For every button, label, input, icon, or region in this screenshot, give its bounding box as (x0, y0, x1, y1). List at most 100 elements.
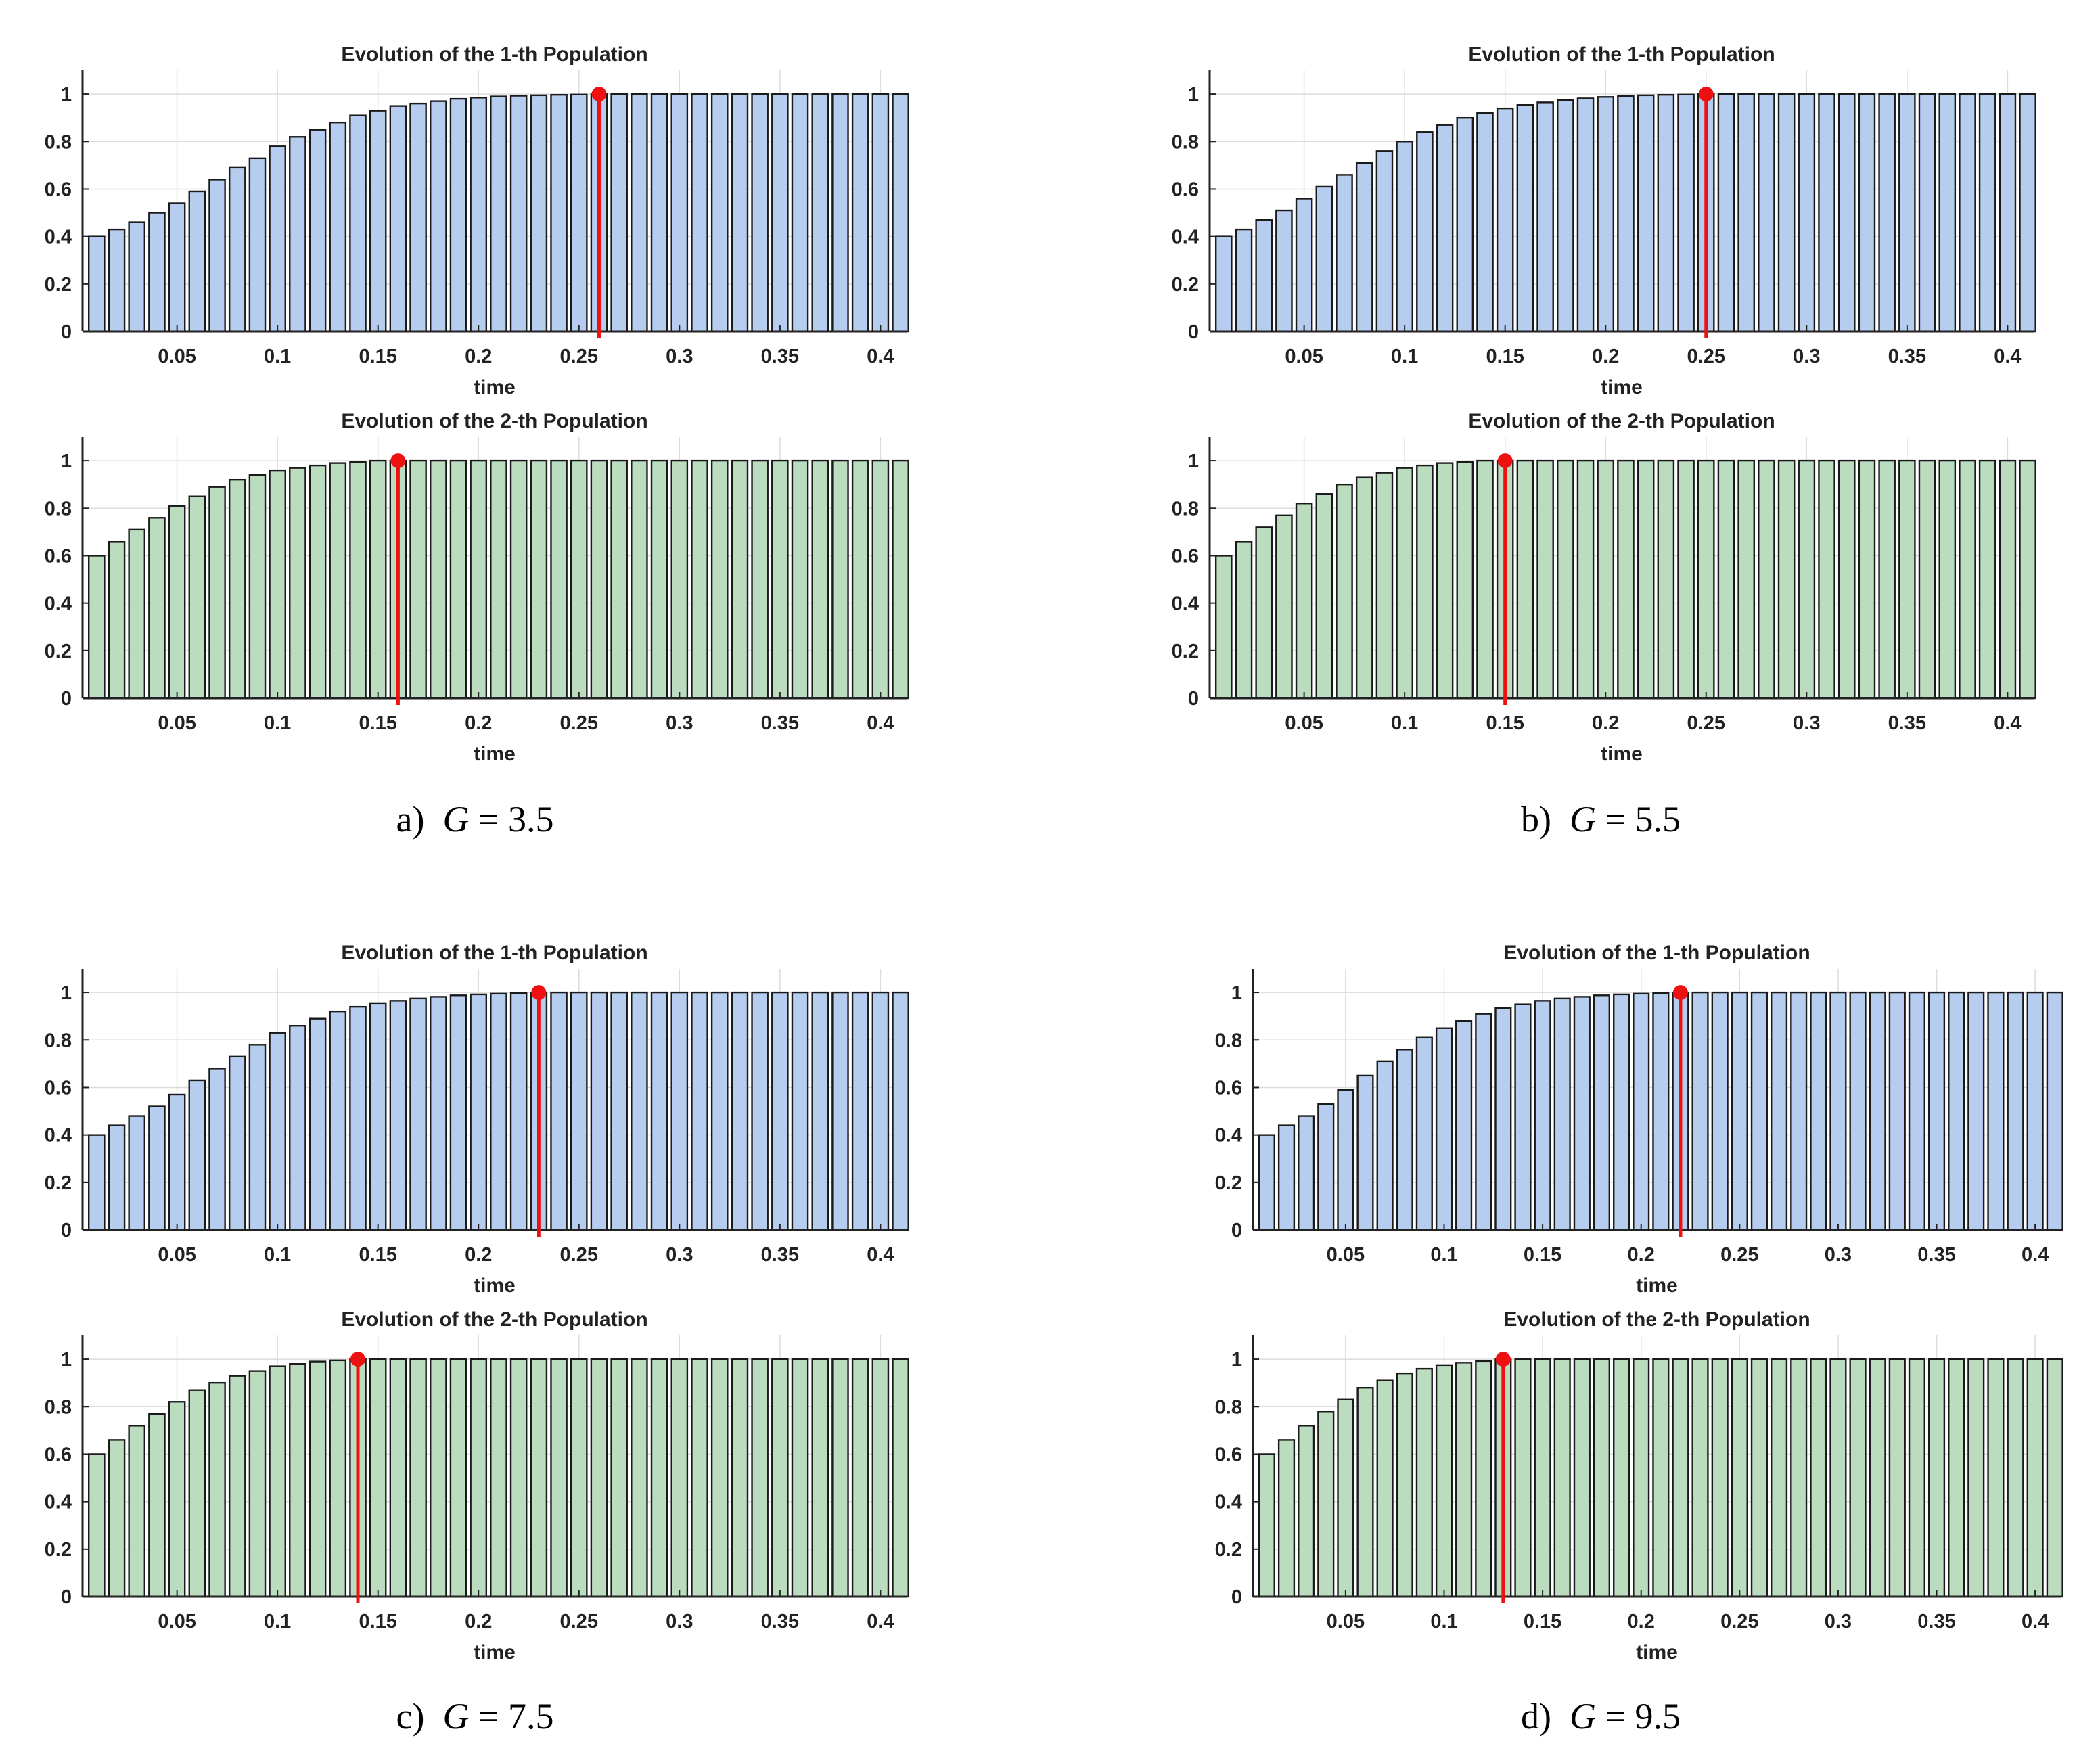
x-tick-label: 0.1 (264, 346, 291, 367)
x-tick-label: 0.3 (1793, 712, 1820, 734)
bar (1758, 93, 1775, 333)
x-tick-label: 0.2 (1592, 346, 1619, 367)
marker-dot (350, 1352, 365, 1367)
bar (1516, 104, 1534, 333)
y-tick-label: 1 (1188, 451, 1199, 472)
x-tick-label: 0.2 (465, 712, 492, 734)
x-axis-label: time (474, 743, 516, 765)
x-tick-label: 0.2 (1628, 1611, 1655, 1632)
bar (892, 1358, 909, 1598)
chart-d-2: 0 0.2 0.4 0.6 0.8 1 0.05 0.1 0.15 0.2 0.25 0.3 0.35 0… (1215, 1308, 2063, 1664)
bar (108, 1439, 126, 1598)
bar (550, 459, 568, 700)
bar (1691, 991, 1709, 1231)
bar (1657, 459, 1675, 700)
bar (1317, 1411, 1335, 1598)
caption-a: a) G = 3.5 (272, 798, 678, 840)
bar (88, 555, 106, 700)
bar (1255, 219, 1273, 333)
bar (1987, 991, 2005, 1231)
bar (1978, 93, 1996, 333)
x-tick-label: 0.4 (867, 1244, 894, 1266)
caption-a-var: G (442, 799, 470, 840)
bar (1496, 107, 1514, 333)
bar (228, 1055, 246, 1231)
y-tick-label: 0.2 (45, 1539, 72, 1561)
bar (1415, 1367, 1433, 1598)
bar (1798, 459, 1816, 700)
bar (1927, 991, 1946, 1231)
bar (369, 1002, 387, 1231)
bar (1435, 1364, 1453, 1598)
bar (369, 110, 387, 333)
bar (1691, 1358, 1709, 1598)
x-tick-label: 0.35 (1917, 1244, 1955, 1266)
bar (1829, 1358, 1847, 1598)
bar (811, 991, 829, 1231)
x-tick-label: 0.3 (1825, 1611, 1852, 1632)
bar (791, 459, 809, 700)
y-tick-label: 0.2 (1172, 641, 1199, 662)
x-tick-label: 0.05 (158, 712, 196, 734)
bar (168, 202, 186, 333)
marker-dot (591, 87, 607, 102)
bar (148, 517, 166, 700)
x-tick-label: 0.05 (1327, 1244, 1365, 1266)
bar (1987, 1358, 2005, 1598)
bar (670, 93, 689, 333)
x-tick-label: 0.15 (1524, 1244, 1561, 1266)
x-tick-label: 0.1 (264, 712, 291, 734)
bar (1456, 116, 1474, 333)
bar (1435, 1027, 1453, 1231)
bar (1573, 996, 1591, 1231)
x-tick-label: 0.05 (158, 1244, 196, 1266)
bar (1557, 99, 1574, 333)
bar (691, 93, 708, 333)
y-tick-label: 0.8 (1172, 498, 1199, 520)
bar (1298, 1115, 1315, 1231)
bar (1750, 1358, 1768, 1598)
bar (1927, 1358, 1946, 1598)
bar (1818, 93, 1835, 333)
bar (731, 93, 749, 333)
bar (1396, 1049, 1413, 1231)
bar (650, 991, 668, 1231)
bar (1737, 93, 1755, 333)
x-axis-label: time (474, 1641, 516, 1664)
bar (771, 991, 789, 1231)
x-tick-label: 0.15 (359, 1244, 396, 1266)
bar (670, 1358, 689, 1598)
caption-c: c) G = 7.5 (272, 1695, 678, 1737)
bar (248, 1044, 267, 1231)
caption-b: b) G = 5.5 (1398, 798, 1804, 840)
bar (329, 121, 347, 333)
bar (1415, 1036, 1433, 1231)
bar (1553, 1358, 1571, 1598)
bar (470, 97, 488, 333)
bar (349, 114, 367, 333)
bar (811, 459, 829, 700)
y-tick-label: 1 (1231, 982, 1242, 1004)
x-tick-label: 0.4 (2022, 1611, 2049, 1632)
bar (1777, 93, 1796, 333)
bar (631, 93, 648, 333)
bar (1849, 991, 1867, 1231)
x-tick-label: 0.2 (1628, 1244, 1655, 1266)
bar (710, 459, 729, 700)
bar (811, 1358, 829, 1598)
bar (1355, 476, 1373, 700)
bar (1770, 991, 1788, 1231)
bar (148, 1105, 166, 1231)
x-tick-label: 0.15 (359, 346, 396, 367)
bar (1534, 1358, 1551, 1598)
bar (1455, 1020, 1473, 1231)
bar (550, 1358, 568, 1598)
chart-a-1: 0 0.2 0.4 0.6 0.8 1 0.05 0.1 0.15 0.2 0.25 0.3 0.35 0… (45, 43, 909, 398)
x-tick-label: 0.4 (867, 1611, 894, 1632)
bar (892, 459, 909, 700)
bar (1737, 459, 1755, 700)
bar (128, 221, 145, 333)
bar (470, 459, 488, 700)
bar (1908, 1358, 1925, 1598)
bar (530, 459, 548, 700)
